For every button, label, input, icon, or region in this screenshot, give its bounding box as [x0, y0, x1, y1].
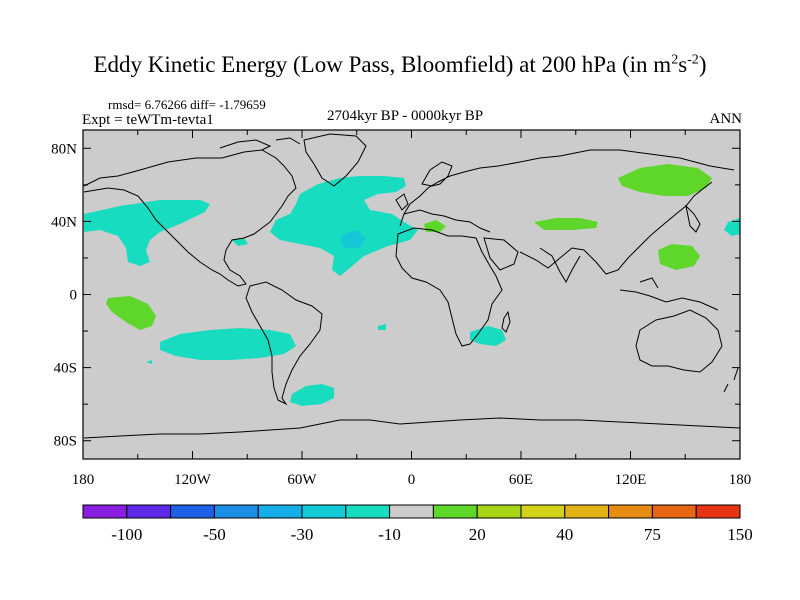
coastline-canadian-archipelago [219, 137, 301, 151]
axis-tick-labels: 80N 40N 0 40S 80S 180 120W 60W 0 60E 120E 180 [51, 141, 751, 488]
lon-tick-label: 60W [287, 472, 317, 488]
coastline-arabia [483, 237, 519, 271]
anomaly-east-pacific-positive [106, 296, 156, 330]
coastline-africa [395, 227, 503, 347]
anomaly-north-pacific [84, 200, 210, 266]
coastline-greenland [303, 133, 367, 187]
anomaly-southern-africa [470, 326, 506, 346]
colorbar-label: -50 [203, 525, 226, 544]
lon-tick-label: 180 [72, 472, 95, 488]
colorbar-labels: -100 -50 -30 -10 20 40 75 150 [111, 525, 753, 544]
period-label: 2704kyr BP - 0000kyr BP [326, 108, 484, 124]
lat-tick-label: 40S [54, 361, 77, 377]
coastline-antarctica [83, 417, 741, 439]
lon-tick-label: 0 [408, 472, 416, 488]
lat-tick-label: 0 [70, 288, 78, 304]
colorbar-label: -30 [291, 525, 314, 544]
anomaly-west-pacific [724, 218, 740, 236]
colorbar-label: 20 [469, 525, 486, 544]
colorbar-swatch [301, 504, 347, 519]
coastline-southeast-asia-islands [619, 277, 719, 311]
colorbar-swatch [608, 504, 653, 519]
rmsd-diff-stats: rmsd= 6.76266 diff= -1.79659 [108, 97, 266, 112]
lon-tick-label: 180 [729, 472, 752, 488]
coastline-scandinavia [421, 161, 453, 187]
colorbar-swatch [345, 504, 391, 519]
colorbar-label: 40 [556, 525, 573, 544]
anomaly-mediterranean-positive [424, 220, 446, 232]
colorbar-swatch [695, 504, 741, 519]
coastlines [83, 133, 741, 439]
colorbar-swatch [432, 504, 478, 519]
colorbar-swatch [520, 504, 566, 519]
plot-title: Eddy Kinetic Energy (Low Pass, Bloomfiel… [93, 52, 707, 77]
coastline-uk [395, 193, 409, 211]
lon-tick-label: 60E [509, 472, 533, 488]
colorbar-swatch [82, 504, 128, 519]
coastline-japan [685, 204, 701, 233]
colorbar-swatch [564, 504, 610, 519]
coastline-asia [519, 149, 735, 275]
coastline-australia [635, 309, 723, 373]
lat-tick-label: 80N [51, 141, 77, 157]
lon-tick-label: 120E [615, 472, 647, 488]
experiment-label: Expt = teWTm-tevta1 [82, 112, 214, 128]
anomaly-south-atlantic [290, 384, 334, 406]
coastline-madagascar [501, 310, 511, 333]
season-label: ANN [709, 111, 743, 127]
anomaly-northeast-asia-positive [618, 164, 712, 196]
coastline-north-america [83, 149, 297, 287]
colorbar-label: 75 [644, 525, 661, 544]
coastline-south-america [245, 281, 323, 406]
lon-tick-label: 120W [174, 472, 212, 488]
colorbar [82, 504, 741, 519]
lat-tick-label: 40N [51, 214, 77, 230]
colorbar-label: -100 [111, 525, 142, 544]
anomaly-central-asia-positive [534, 218, 598, 230]
anomaly-atlantic-core [340, 230, 366, 248]
coastline-europe [399, 155, 561, 233]
anomaly-regions [84, 164, 740, 406]
lat-tick-label: 80S [54, 434, 77, 450]
anomaly-small-2 [378, 324, 386, 330]
colorbar-swatch [651, 504, 697, 519]
axis-ticks [82, 130, 741, 459]
anomaly-small-1 [146, 360, 152, 364]
colorbar-swatch [476, 504, 522, 519]
colorbar-label: -10 [378, 525, 401, 544]
anomaly-north-atlantic [270, 176, 418, 276]
coastline-india [539, 247, 581, 284]
colorbar-swatch [389, 504, 434, 519]
colorbar-swatch [126, 504, 172, 519]
anomaly-western-pacific-positive [658, 244, 700, 270]
colorbar-swatch [213, 504, 259, 519]
colorbar-swatch [257, 504, 303, 519]
colorbar-label: 150 [727, 525, 753, 544]
anomaly-us-east [232, 238, 248, 246]
coastline-new-zealand [723, 367, 739, 393]
anomaly-south-pacific [160, 328, 296, 360]
colorbar-swatch [170, 504, 215, 519]
